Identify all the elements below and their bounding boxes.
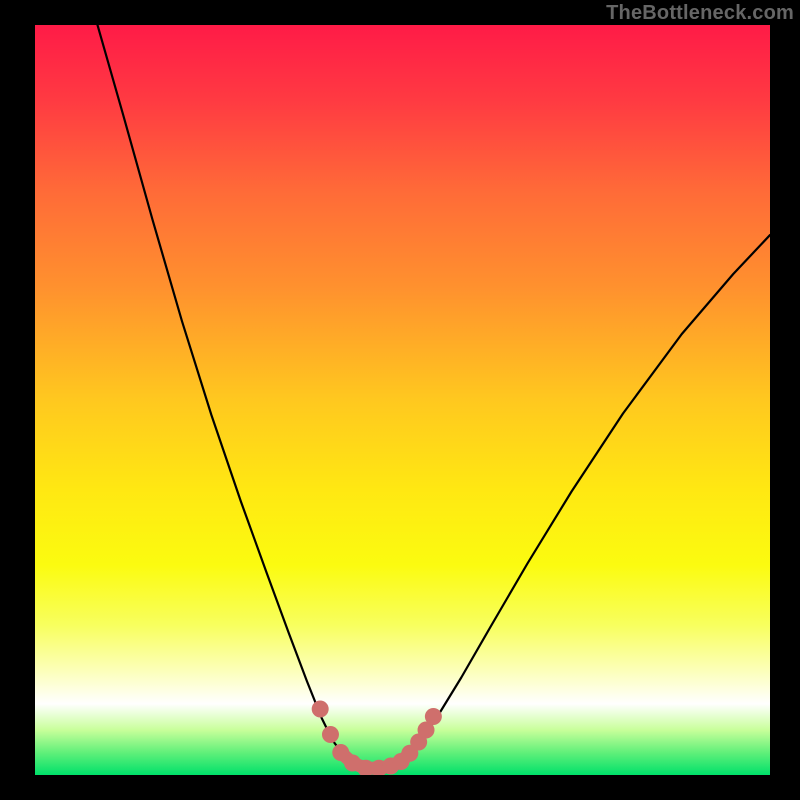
optimal-range-marker	[322, 726, 339, 743]
watermark-text: TheBottleneck.com	[606, 2, 794, 25]
chart-background	[35, 25, 770, 775]
optimal-range-marker	[425, 708, 442, 725]
chart-canvas: TheBottleneck.com	[0, 0, 800, 800]
plot-area	[35, 25, 770, 775]
bottleneck-chart	[35, 25, 770, 775]
optimal-range-marker	[312, 701, 329, 718]
